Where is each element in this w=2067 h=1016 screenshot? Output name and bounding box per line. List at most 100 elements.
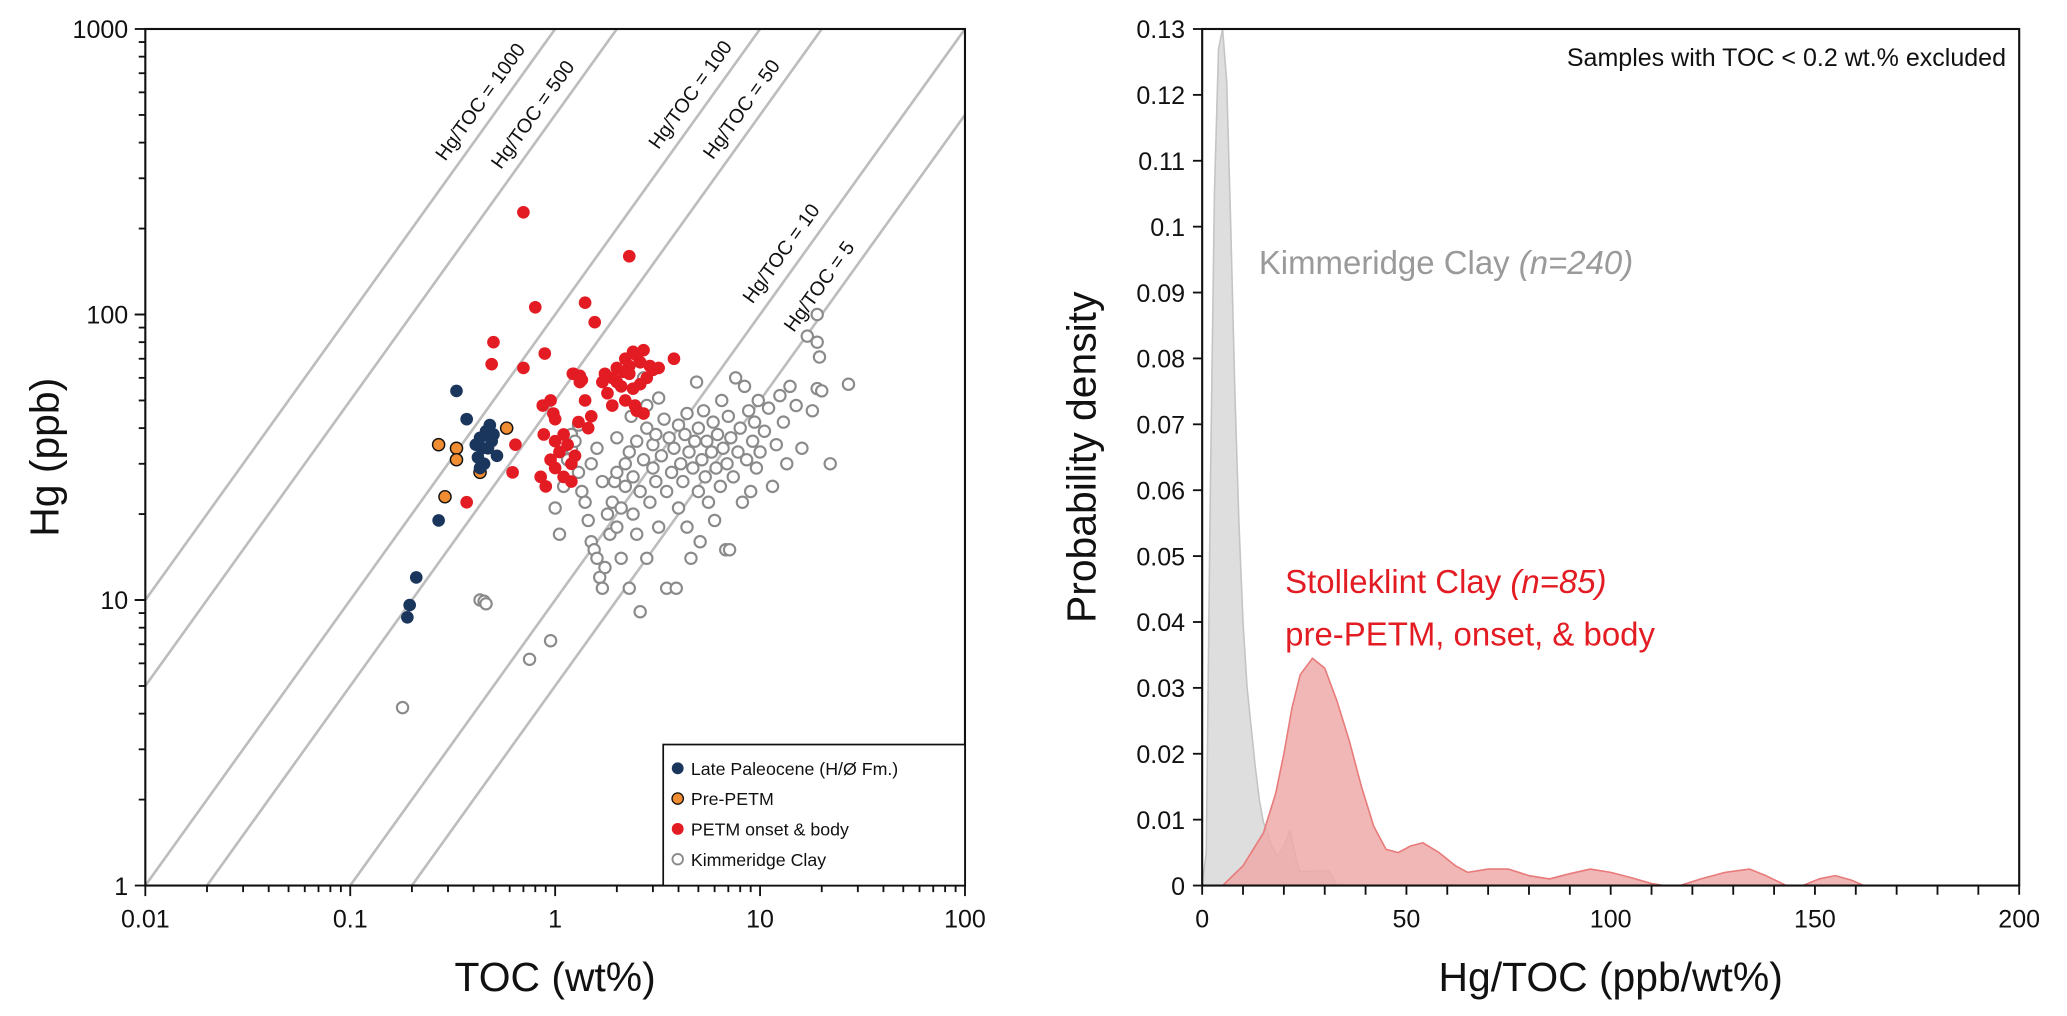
data-point xyxy=(726,470,740,484)
data-point xyxy=(640,421,654,435)
data-point xyxy=(538,347,552,360)
data-point xyxy=(669,581,683,595)
data-point xyxy=(637,407,650,420)
data-point xyxy=(598,560,612,575)
data-point xyxy=(479,597,493,611)
data-point xyxy=(565,475,578,488)
x-tick-label: 0 xyxy=(1195,906,1209,934)
data-point xyxy=(553,445,566,459)
data-point xyxy=(626,470,640,484)
data-point xyxy=(578,296,592,310)
data-point xyxy=(678,427,692,442)
data-point xyxy=(667,352,681,366)
data-point xyxy=(584,409,598,423)
data-point xyxy=(698,470,712,484)
data-point xyxy=(664,465,679,480)
data-point xyxy=(716,441,730,455)
data-point xyxy=(783,379,797,394)
data-point xyxy=(490,449,504,463)
x-tick-label: 0.01 xyxy=(121,906,170,934)
data-point xyxy=(610,431,624,445)
data-point xyxy=(544,394,557,407)
data-point xyxy=(605,399,619,412)
data-point xyxy=(765,479,780,494)
data-point xyxy=(534,470,548,484)
data-point xyxy=(695,453,709,467)
data-point xyxy=(522,652,537,667)
y-tick-label: 0.08 xyxy=(1136,346,1185,374)
data-point xyxy=(810,307,824,322)
data-point xyxy=(622,445,636,459)
data-point xyxy=(649,474,663,489)
x-axis-title: TOC (wt%) xyxy=(455,954,656,1000)
y-tick-label: 0.11 xyxy=(1138,148,1185,176)
data-point xyxy=(499,421,514,435)
data-point xyxy=(618,479,633,494)
data-point xyxy=(575,373,589,387)
data-point xyxy=(485,357,498,371)
y-tick-label: 0.03 xyxy=(1136,675,1185,703)
y-tick-label: 0.02 xyxy=(1136,741,1185,769)
data-point xyxy=(431,437,446,452)
y-tick-label: 100 xyxy=(86,302,128,330)
data-point xyxy=(568,449,582,463)
x-tick-label: 100 xyxy=(944,906,986,934)
ratio-line-500 xyxy=(145,28,618,689)
data-point xyxy=(720,457,734,471)
data-point xyxy=(671,418,686,432)
x-axis-title: Hg/TOC (ppb/wt%) xyxy=(1439,954,1783,1000)
data-point xyxy=(539,480,553,493)
y-tick-label: 0.06 xyxy=(1136,477,1185,505)
data-point xyxy=(409,571,423,584)
legend-marker xyxy=(671,852,684,866)
data-point xyxy=(691,421,706,435)
data-point xyxy=(578,495,592,509)
y-tick-label: 1 xyxy=(114,873,128,901)
series-kimmeridge-clay xyxy=(395,307,856,715)
data-point xyxy=(614,551,628,566)
data-point xyxy=(449,441,464,456)
data-point xyxy=(709,461,723,475)
data-point xyxy=(543,634,558,648)
data-point xyxy=(789,398,803,413)
data-point xyxy=(649,427,663,442)
y-axis-title: Hg (ppb) xyxy=(21,378,67,537)
data-point xyxy=(469,438,483,452)
data-point xyxy=(757,424,772,438)
data-point xyxy=(479,424,493,438)
x-tick-label: 150 xyxy=(1794,906,1836,934)
x-tick-label: 10 xyxy=(746,906,774,934)
data-point xyxy=(680,520,694,534)
y-tick-label: 0.07 xyxy=(1136,412,1185,440)
y-tick-label: 0.05 xyxy=(1136,543,1185,571)
data-point xyxy=(598,367,612,381)
data-point xyxy=(633,604,647,619)
stolleklint-subtitle: pre-PETM, onset, & body xyxy=(1285,616,1655,653)
data-point xyxy=(704,445,719,459)
data-point xyxy=(713,479,728,494)
x-tick-label: 100 xyxy=(1590,906,1632,934)
x-tick-label: 1 xyxy=(548,906,562,934)
y-tick-label: 0.1 xyxy=(1150,214,1185,242)
data-point xyxy=(578,394,592,407)
data-point xyxy=(581,513,595,528)
data-point xyxy=(676,474,690,489)
data-point xyxy=(680,406,694,421)
data-point xyxy=(588,315,602,329)
data-point xyxy=(584,457,598,471)
data-point xyxy=(769,437,784,452)
data-point xyxy=(590,551,604,566)
data-point xyxy=(749,461,764,475)
data-point xyxy=(707,513,722,528)
legend-label: Late Paleocene (H/Ø Fm.) xyxy=(691,759,898,779)
data-point xyxy=(721,409,736,424)
data-point xyxy=(610,375,624,389)
stolleklint-label: Stolleklint Clay (n=85) xyxy=(1285,563,1606,600)
data-point xyxy=(693,535,707,549)
data-point xyxy=(395,700,410,715)
data-point xyxy=(701,495,716,509)
data-point xyxy=(686,461,700,475)
data-point xyxy=(506,466,519,479)
